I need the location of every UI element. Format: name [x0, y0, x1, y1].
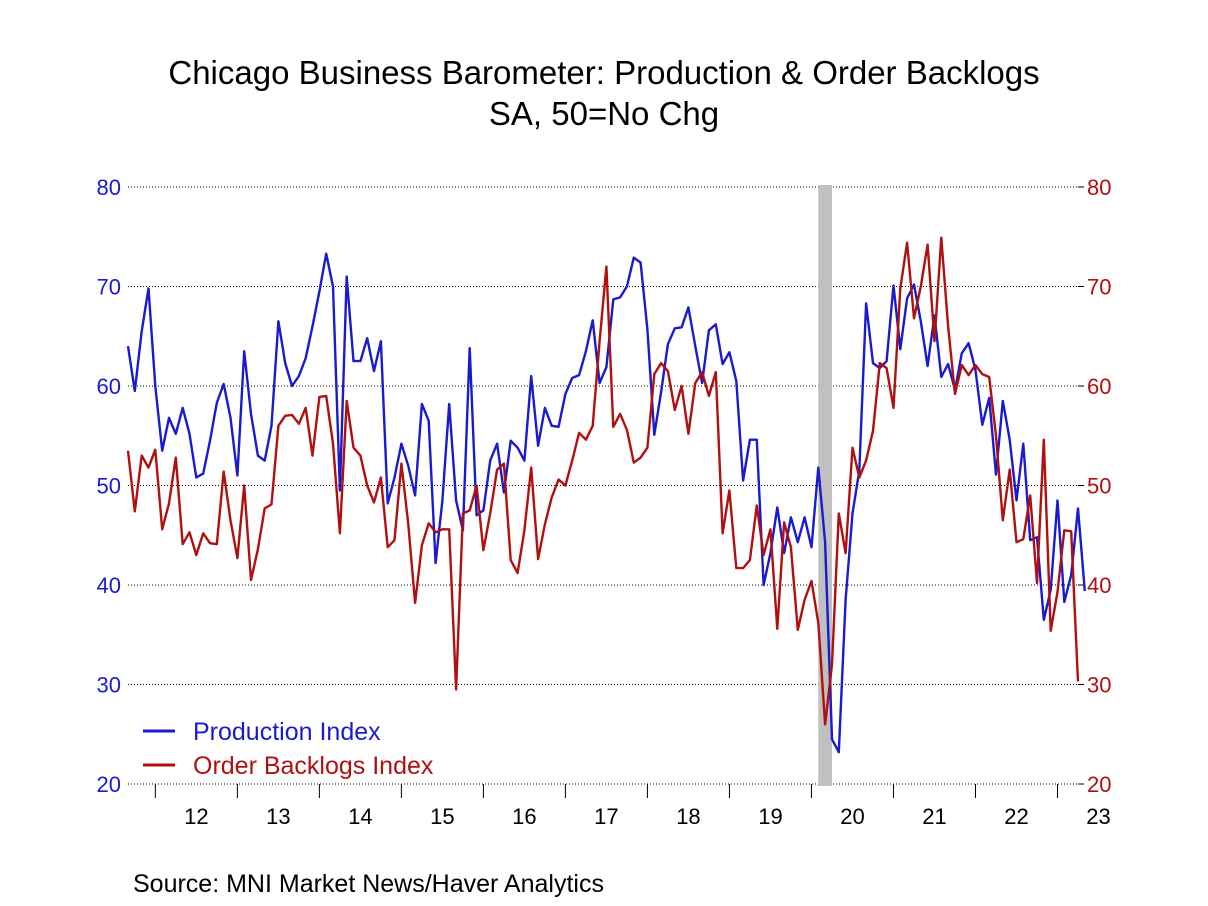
legend-label-order-backlogs: Order Backlogs Index [193, 752, 434, 780]
x-tick-label-19: 19 [758, 804, 782, 829]
x-tick-label-14: 14 [348, 804, 372, 829]
y-tick-right-30: 30 [1087, 673, 1111, 698]
y-tick-left-30: 30 [97, 673, 121, 698]
y-tick-right-80: 80 [1087, 175, 1111, 200]
y-tick-right-60: 60 [1087, 374, 1111, 399]
y-tick-left-70: 70 [97, 275, 121, 300]
source-note: Source: MNI Market News/Haver Analytics [133, 870, 604, 898]
y-tick-left-80: 80 [97, 175, 121, 200]
chart-legend: Production Index Order Backlogs Index [143, 718, 434, 780]
x-tick-label-13: 13 [266, 804, 290, 829]
y-tick-right-20: 20 [1087, 772, 1111, 797]
y-tick-left-50: 50 [97, 474, 121, 499]
chart-subtitle: SA, 50=No Chg [488, 95, 720, 132]
series-lines [126, 236, 1086, 754]
y-tick-right-50: 50 [1087, 474, 1111, 499]
axes: 80 80 70 70 60 60 50 50 40 40 30 30 20 20 12 13 14 15 16 17… [97, 175, 1112, 829]
series-line-order-backlogs-index [126, 236, 1080, 726]
legend-label-production: Production Index [193, 718, 381, 746]
series-line-production-index [126, 252, 1086, 754]
y-tick-left-60: 60 [97, 374, 121, 399]
x-tick-label-12: 12 [184, 804, 208, 829]
y-tick-left-20: 20 [97, 772, 121, 797]
x-tick-label-21: 21 [922, 804, 946, 829]
x-tick-label-16: 16 [512, 804, 536, 829]
x-tick-label-22: 22 [1004, 804, 1028, 829]
y-tick-right-70: 70 [1087, 275, 1111, 300]
x-tick-label-23: 23 [1086, 804, 1110, 829]
x-tick-label-17: 17 [594, 804, 618, 829]
x-tick-label-18: 18 [676, 804, 700, 829]
chart-title: Chicago Business Barometer: Production &… [168, 54, 1040, 91]
y-tick-right-40: 40 [1087, 573, 1111, 598]
x-tick-label-20: 20 [840, 804, 864, 829]
y-tick-left-40: 40 [97, 573, 121, 598]
x-tick-label-15: 15 [430, 804, 454, 829]
gridlines [128, 186, 1078, 785]
